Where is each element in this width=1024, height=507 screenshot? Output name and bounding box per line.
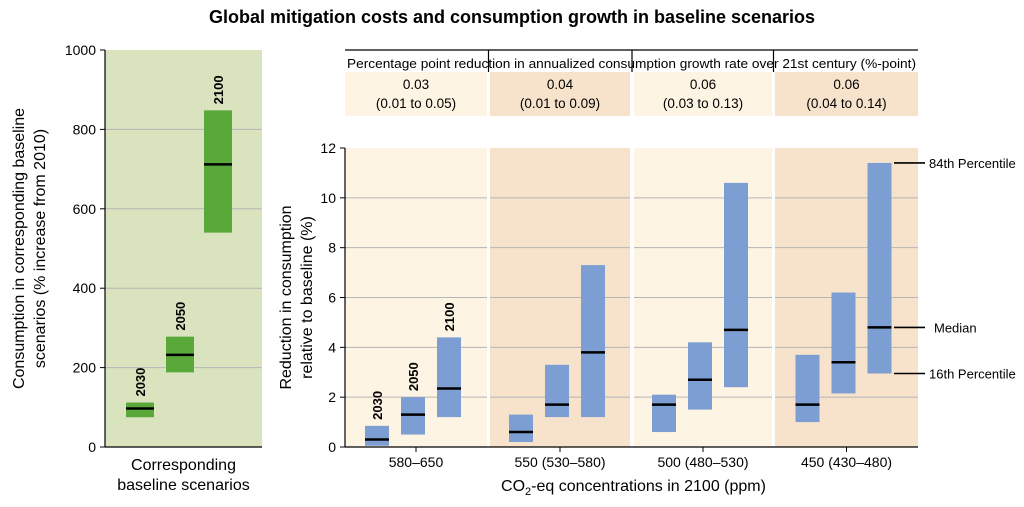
growth-rate-header: 0.03 (0.01 to 0.05) 0.04 (0.01 to 0.09) 0.06… — [345, 49, 918, 116]
y-axis-title: Consumption in corresponding baseline sce… — [11, 108, 49, 389]
header-value: 0.06 — [690, 77, 716, 92]
annotation-p16: 16th Percentile — [929, 366, 1016, 381]
y-tick-label: 400 — [73, 280, 97, 296]
left-panel-background — [105, 50, 262, 447]
percentile-annotations: 84th Percentile Median 16th Percentile — [894, 156, 1016, 381]
header-cell-background — [490, 71, 630, 116]
range-bar-2030 — [365, 425, 389, 446]
left-panel: 0 200 400 600 800 1000 2030 2050 2100 Consumption… — [11, 42, 262, 494]
header-value: 0.06 — [833, 77, 859, 92]
annotation-median: Median — [934, 320, 977, 335]
y-tick-label: 12 — [320, 140, 336, 156]
y-tick-label: 0 — [328, 439, 336, 455]
y-axis-title-line: scenarios (% increase from 2010) — [32, 129, 49, 368]
x-axis-title-subscript: 2 — [525, 486, 531, 498]
range-bar-2030 — [126, 402, 154, 418]
x-axis-title-line: Corresponding — [131, 457, 236, 474]
range-bar-2050 — [831, 292, 856, 394]
right-panel: 0 2 4 6 8 10 12 2030 2050 2100 580–650 550 (530–580… — [278, 140, 918, 498]
bar-year-label-2050: 2050 — [173, 302, 188, 331]
range-bar-2030 — [795, 354, 820, 423]
y-tick-label: 200 — [73, 360, 97, 376]
y-axis-title-line: Reduction in consumption — [278, 205, 295, 389]
y-axis-title-line: Consumption in corresponding baseline — [11, 108, 28, 389]
category-label: 500 (480–530) — [657, 454, 748, 470]
bar-year-label-2100: 2100 — [442, 302, 457, 331]
range-bar-2100 — [724, 182, 748, 388]
range-bar-2100 — [867, 162, 892, 374]
range-bar-2100 — [581, 265, 605, 418]
bar-year-label-2030: 2030 — [133, 368, 148, 397]
header-range: (0.01 to 0.05) — [376, 96, 456, 111]
y-tick-label: 4 — [328, 339, 336, 355]
x-axis-title: Corresponding baseline scenarios — [117, 457, 250, 494]
chart-title: Global mitigation costs and consumption … — [209, 7, 815, 27]
header-cell-background — [345, 71, 487, 116]
bar-year-label-2050: 2050 — [406, 362, 421, 391]
y-tick-label: 8 — [328, 240, 336, 256]
header-range: (0.03 to 0.13) — [663, 96, 743, 111]
y-axis-title-line: relative to baseline (%) — [299, 216, 316, 379]
header-cell-background — [775, 71, 918, 116]
y-tick-label: 2 — [328, 389, 336, 405]
range-bar-2050 — [545, 364, 569, 418]
bar-year-label-2100: 2100 — [211, 75, 226, 104]
y-tick-label: 800 — [73, 121, 97, 137]
header-range: (0.04 to 0.14) — [806, 96, 886, 111]
y-tick-label: 10 — [320, 190, 336, 206]
y-tick-label: 0 — [88, 439, 96, 455]
header-value: 0.03 — [403, 77, 429, 92]
header-value: 0.04 — [547, 77, 574, 92]
range-bar-2030 — [509, 414, 533, 443]
bar-year-label-2030: 2030 — [370, 391, 385, 420]
y-tick-label: 600 — [73, 201, 97, 217]
range-bar-2100 — [437, 337, 461, 418]
range-bar-2100 — [204, 110, 232, 233]
y-tick-label: 6 — [328, 290, 336, 306]
x-axis-title-part: -eq concentrations in 2100 (ppm) — [531, 478, 766, 495]
range-bar-2030 — [652, 394, 676, 433]
header-cell-background — [634, 71, 772, 116]
y-axis-title: Reduction in consumption relative to base… — [278, 205, 316, 389]
x-axis-title: CO2-eq concentrations in 2100 (ppm) — [501, 478, 766, 498]
x-axis-title-part: CO — [501, 478, 525, 495]
header-range: (0.01 to 0.09) — [520, 96, 600, 111]
y-tick-label: 1000 — [65, 42, 96, 58]
range-bar-2050 — [688, 342, 712, 410]
annotation-p84: 84th Percentile — [929, 156, 1016, 171]
x-axis-title-line: baseline scenarios — [117, 477, 250, 494]
category-label: 550 (530–580) — [514, 454, 605, 470]
category-label: 450 (430–480) — [801, 454, 892, 470]
category-label: 580–650 — [389, 454, 444, 470]
